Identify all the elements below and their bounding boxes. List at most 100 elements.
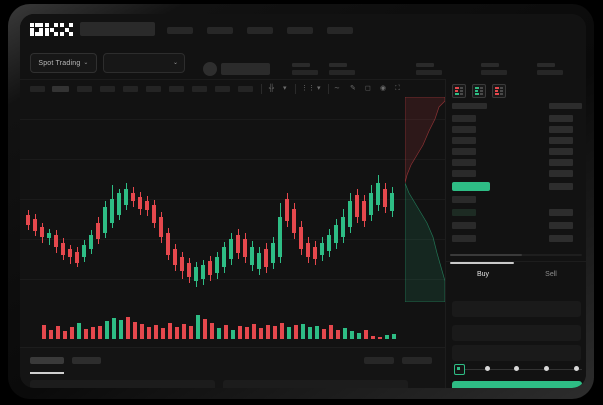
order-book-ask-row[interactable] xyxy=(452,148,476,155)
submit-order-button[interactable] xyxy=(452,381,582,388)
timeframe-1[interactable] xyxy=(52,86,69,92)
candlestick-icon[interactable]: ╬ xyxy=(269,85,274,92)
order-book-bid-row[interactable] xyxy=(452,222,476,229)
candle xyxy=(243,233,247,263)
amount-slider-handle[interactable] xyxy=(454,364,465,375)
amount-slider-stop-75[interactable] xyxy=(544,366,549,371)
orders-tab-0[interactable] xyxy=(30,357,64,364)
timeframe-2[interactable] xyxy=(77,86,92,92)
order-book-bid-row[interactable] xyxy=(452,209,476,216)
timeframe-3[interactable] xyxy=(100,86,115,92)
pencil-icon[interactable]: ✎ xyxy=(350,85,356,92)
orderbook-asks-icon[interactable] xyxy=(492,84,506,98)
candle xyxy=(89,230,93,254)
timeframe-7[interactable] xyxy=(192,86,207,92)
orderbook-both-icon[interactable] xyxy=(452,84,466,98)
timeframe-8[interactable] xyxy=(215,86,230,92)
orders-action-0[interactable] xyxy=(364,357,394,364)
wave-icon[interactable]: ∼ xyxy=(334,85,340,92)
stat-block-3 xyxy=(481,63,507,75)
candle xyxy=(47,229,51,245)
orders-panel-left xyxy=(30,380,215,388)
chevron-down-icon[interactable]: ▾ xyxy=(283,85,287,92)
timeframe-6[interactable] xyxy=(169,86,184,92)
order-field-1[interactable] xyxy=(452,325,581,341)
stat-value xyxy=(537,70,563,75)
search-input[interactable] xyxy=(80,22,155,36)
candle xyxy=(194,262,198,287)
price-chart[interactable] xyxy=(20,97,445,302)
okx-logo[interactable] xyxy=(30,23,73,36)
order-book-ask-row[interactable] xyxy=(452,170,476,177)
target-icon[interactable]: ◉ xyxy=(380,85,387,92)
volume-bar xyxy=(364,330,368,339)
volume-bar xyxy=(343,328,347,339)
order-book-bid-row[interactable] xyxy=(452,196,476,203)
candle xyxy=(390,187,394,217)
volume-bar xyxy=(49,330,53,339)
candle xyxy=(229,233,233,265)
fullscreen-icon[interactable]: ⛶ xyxy=(395,85,400,92)
order-book-ask-row[interactable] xyxy=(452,137,476,144)
chart-gridline xyxy=(20,159,445,160)
amount-slider-stop-100[interactable] xyxy=(574,366,579,371)
market-type-select[interactable]: Spot Trading ⌄ xyxy=(30,53,97,73)
stat-label xyxy=(416,63,434,67)
volume-bar xyxy=(140,324,144,339)
chevron-down-icon[interactable]: ▾ xyxy=(317,85,321,92)
tab-sell[interactable]: Sell xyxy=(545,271,557,278)
timeframe-4[interactable] xyxy=(123,86,138,92)
volume-bar xyxy=(294,325,298,339)
toolbar-divider xyxy=(295,84,296,94)
pair-select[interactable]: ⌄ xyxy=(103,53,185,73)
order-book-col-header-price xyxy=(452,103,487,109)
nav-item-0[interactable] xyxy=(167,27,193,34)
volume-bar xyxy=(105,321,109,339)
stat-block-4 xyxy=(537,63,563,75)
candle xyxy=(145,196,149,216)
orders-action-1[interactable] xyxy=(402,357,432,364)
camera-icon[interactable]: ◻ xyxy=(365,85,371,92)
amount-slider-stop-25[interactable] xyxy=(485,366,490,371)
timeframe-5[interactable] xyxy=(146,86,161,92)
candle xyxy=(348,193,352,233)
timeframe-0[interactable] xyxy=(30,86,45,92)
order-book-bid-row[interactable] xyxy=(452,235,476,242)
order-field-2[interactable] xyxy=(452,345,581,361)
timeframe-9[interactable] xyxy=(238,86,253,92)
candle xyxy=(131,187,135,207)
candle xyxy=(257,247,261,275)
volume-bar xyxy=(273,326,277,339)
volume-bar xyxy=(280,323,284,339)
order-book-ask-row[interactable] xyxy=(452,159,476,166)
order-book-ask-amount xyxy=(549,159,573,166)
volume-bar xyxy=(161,328,165,339)
nav-item-1[interactable] xyxy=(207,27,233,34)
volume-bar xyxy=(371,336,375,339)
nav-item-2[interactable] xyxy=(247,27,273,34)
order-book-ask-row[interactable] xyxy=(452,126,476,133)
volume-bar xyxy=(378,337,382,339)
order-book-bid-amount xyxy=(549,235,573,242)
amount-slider-stop-50[interactable] xyxy=(514,366,519,371)
orders-tab-1[interactable] xyxy=(72,357,101,364)
tab-buy[interactable]: Buy xyxy=(476,271,490,278)
indicators-icon[interactable]: ⋮⋮ xyxy=(301,85,315,92)
volume-bar xyxy=(210,323,214,339)
order-field-0[interactable] xyxy=(452,301,581,317)
orderbook-bids-icon[interactable] xyxy=(472,84,486,98)
volume-bar xyxy=(266,325,270,339)
volume-bar xyxy=(84,329,88,339)
order-book-ask-row[interactable] xyxy=(452,115,476,122)
amount-slider-track[interactable] xyxy=(456,369,582,370)
market-type-label: Spot Trading xyxy=(38,59,81,67)
nav-item-4[interactable] xyxy=(327,27,353,34)
candle xyxy=(208,256,212,281)
stat-label xyxy=(481,63,499,67)
pair-name-label xyxy=(221,63,270,75)
nav-item-3[interactable] xyxy=(287,27,313,34)
order-book-scrollbar[interactable] xyxy=(450,254,582,256)
depth-bid-area xyxy=(405,182,445,302)
candle xyxy=(278,203,282,263)
candle xyxy=(376,175,380,211)
